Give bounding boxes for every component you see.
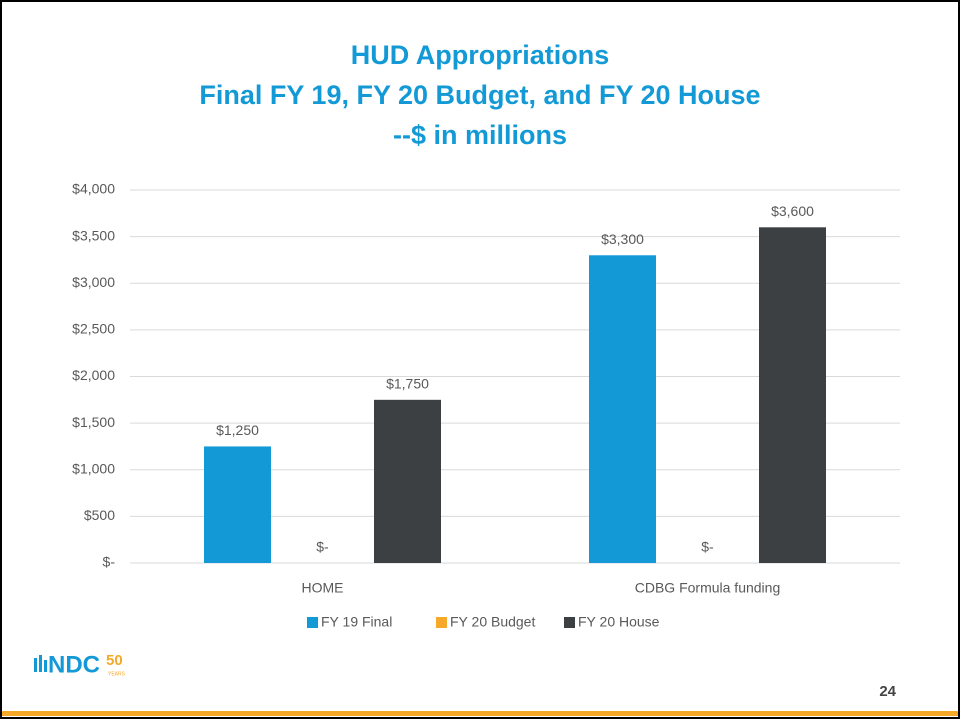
x-tick-label: HOME: [302, 580, 344, 596]
logo-icon: [34, 658, 37, 672]
x-tick-label: CDBG Formula funding: [635, 580, 781, 596]
bar: [204, 446, 271, 563]
chart-title: Final FY 19, FY 20 Budget, and FY 20 Hou…: [199, 80, 760, 110]
y-tick-label: $4,000: [72, 181, 115, 197]
value-label: $-: [701, 539, 714, 555]
legend-label: FY 20 Budget: [450, 614, 535, 630]
chart-title: HUD Appropriations: [351, 40, 610, 70]
page-number: 24: [879, 683, 896, 700]
bar: [589, 255, 656, 563]
legend-label: FY 19 Final: [321, 614, 392, 630]
y-tick-label: $3,500: [72, 227, 115, 243]
legend-swatch: [307, 617, 318, 628]
legend-label: FY 20 House: [578, 614, 660, 630]
logo-text: NDC: [48, 651, 100, 678]
y-tick-label: $-: [103, 554, 116, 570]
logo-icon: [44, 660, 47, 672]
bar: [759, 227, 826, 564]
value-label: $1,750: [386, 376, 429, 392]
y-tick-label: $3,000: [72, 274, 115, 290]
legend-swatch: [564, 617, 575, 628]
y-tick-label: $1,500: [72, 414, 115, 430]
chart-title: --$ in millions: [393, 120, 567, 150]
y-tick-label: $500: [84, 507, 115, 523]
y-tick-label: $1,000: [72, 460, 115, 476]
value-label: $3,300: [601, 231, 644, 247]
logo: NDC 50 YEARS: [34, 651, 126, 678]
footer-bar: [2, 711, 958, 716]
value-label: $1,250: [216, 422, 259, 438]
y-tick-label: $2,500: [72, 321, 115, 337]
value-label: $-: [316, 539, 329, 555]
bar: [374, 399, 441, 563]
value-label: $3,600: [771, 203, 814, 219]
y-tick-label: $2,000: [72, 367, 115, 383]
logo-icon: [39, 655, 42, 672]
logo-number: 50: [106, 652, 123, 669]
legend-swatch: [436, 617, 447, 628]
logo-sub: YEARS: [108, 671, 126, 677]
